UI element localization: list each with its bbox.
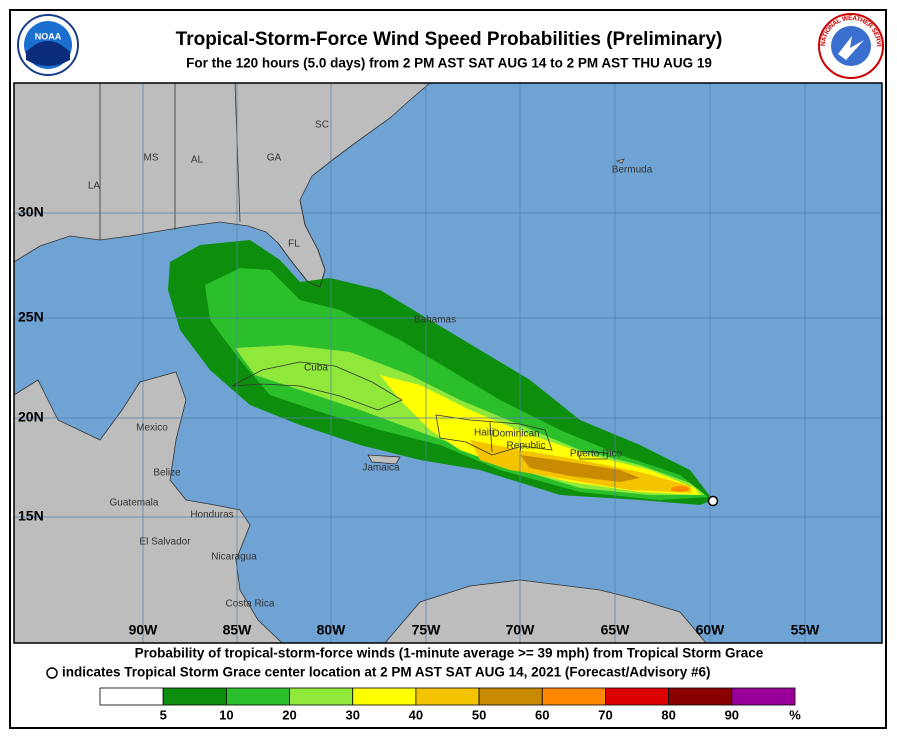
longitude-label: 80W <box>317 622 347 638</box>
place-label: AL <box>191 155 204 166</box>
probability-area <box>380 375 700 495</box>
place-label: Guatemala <box>110 498 159 509</box>
legend-tick-label: 70 <box>598 707 612 722</box>
place-label: Honduras <box>190 510 233 521</box>
legend-swatch <box>225 687 290 706</box>
latitude-label: 15N <box>18 508 44 524</box>
map: 30N 25N 20N 15N 90W 85W 80W 75W 70W 65W 60W 55W MS AL… <box>14 83 882 643</box>
place-label: Puerto Rico <box>570 449 623 460</box>
place-label: Mexico <box>136 423 168 434</box>
place-label: SC <box>315 120 329 131</box>
probability-area <box>520 455 640 482</box>
map-labels: 30N 25N 20N 15N 90W 85W 80W 75W 70W 65W 60W 55W MS AL… <box>18 120 820 638</box>
coastlines <box>99 83 609 460</box>
storm-center <box>707 495 719 507</box>
legend-swatch <box>605 687 670 706</box>
longitude-label: 55W <box>791 622 821 638</box>
place-label: Belize <box>153 468 181 479</box>
legend: 5 10 20 30 40 50 60 70 80 90% <box>99 687 801 722</box>
legend-swatch <box>289 687 354 706</box>
place-label: Bermuda <box>612 165 653 176</box>
place-label: Cuba <box>304 363 328 374</box>
longitude-label: 75W <box>412 622 442 638</box>
noaa-logo: NOAA <box>17 14 79 76</box>
place-label: Haiti <box>474 428 494 439</box>
place-label: Jamaica <box>362 463 400 474</box>
noaa-text: NOAA <box>35 31 62 41</box>
center-symbol <box>46 667 58 679</box>
caption-line1: Probability of tropical-storm-force wind… <box>135 646 764 661</box>
legend-swatch <box>352 687 417 706</box>
legend-tick-label: 30 <box>345 707 359 722</box>
legend-tick-label: 10 <box>219 707 233 722</box>
legend-unit: % <box>789 707 801 722</box>
longitude-label: 70W <box>506 622 536 638</box>
legend-tick-label: 40 <box>409 707 423 722</box>
place-label: Nicaragua <box>211 552 257 563</box>
legend-tick-label: 50 <box>472 707 486 722</box>
map-border <box>13 82 883 644</box>
legend-tick-label: 5 <box>160 707 167 722</box>
longitude-label: 65W <box>601 622 631 638</box>
legend-swatch <box>478 687 543 706</box>
latitude-label: 30N <box>18 204 44 220</box>
graticule <box>14 83 882 643</box>
legend-swatch <box>668 687 733 706</box>
title: Tropical-Storm-Force Wind Speed Probabil… <box>176 29 723 50</box>
place-label: Dominican <box>492 429 539 440</box>
place-label: LA <box>88 181 101 192</box>
legend-swatch <box>731 687 796 706</box>
legend-tick-label: 60 <box>535 707 549 722</box>
legend-swatch <box>99 687 164 706</box>
legend-tick-label: 80 <box>661 707 675 722</box>
subtitle: For the 120 hours (5.0 days) from 2 PM A… <box>186 56 712 71</box>
place-label: Costa Rica <box>226 599 275 610</box>
legend-swatch <box>415 687 480 706</box>
latitude-label: 20N <box>18 409 44 425</box>
place-label: El Salvador <box>139 537 191 548</box>
place-label: FL <box>288 239 300 250</box>
legend-swatch <box>162 687 227 706</box>
place-label: GA <box>267 153 282 164</box>
place-label: Bahamas <box>414 315 456 326</box>
place-label: Republic <box>507 441 546 452</box>
longitude-label: 85W <box>223 622 253 638</box>
probability-area <box>671 486 689 492</box>
longitude-label: 60W <box>696 622 726 638</box>
longitude-label: 90W <box>129 622 159 638</box>
legend-tick-label: 90 <box>725 707 739 722</box>
latitude-label: 25N <box>18 309 44 325</box>
place-label: MS <box>144 153 159 164</box>
legend-swatch <box>541 687 606 706</box>
caption-line2: indicates Tropical Storm Grace center lo… <box>62 665 710 680</box>
legend-tick-label: 20 <box>282 707 296 722</box>
